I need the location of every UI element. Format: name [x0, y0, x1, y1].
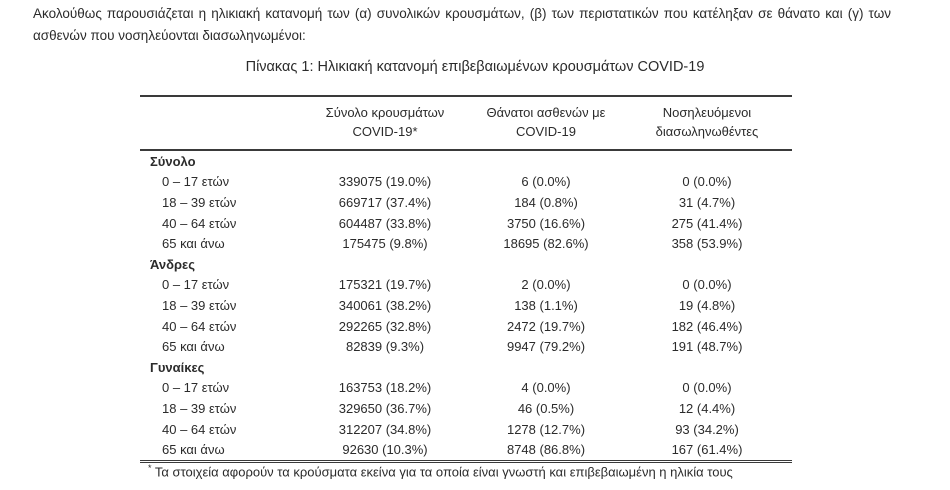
age-group-label: 0 – 17 ετών — [162, 174, 230, 190]
cases-cell: 175321 (19.7%) — [338, 277, 432, 293]
deaths-cell: 3750 (16.6%) — [506, 215, 586, 231]
intro-line-1: Ακολούθως παρουσιάζεται η ηλικιακή καταν… — [33, 6, 891, 21]
table-row: 0 – 17 ετών 163753 (18.2%) 4 (0.0%) 0 (0… — [140, 378, 792, 399]
table-row: 18 – 39 ετών 340061 (38.2%) 138 (1.1%) 1… — [140, 295, 792, 316]
age-group-label: 18 – 39 ετών — [162, 297, 237, 313]
footnote-text: Τα στοιχεία αφορούν τα κρούσματα εκείνα … — [154, 464, 733, 480]
section-label: Άνδρες — [150, 256, 195, 272]
table-row: 40 – 64 ετών 292265 (32.8%) 2472 (19.7%)… — [140, 316, 792, 337]
intubated-cell: 0 (0.0%) — [682, 174, 732, 190]
intubated-cell: 0 (0.0%) — [682, 277, 732, 293]
intubated-cell: 12 (4.4%) — [678, 400, 736, 416]
column-header-intubated-line2: διασωληνωθέντες — [655, 124, 759, 139]
section-row-total: Σύνολο — [140, 150, 792, 172]
deaths-cell: 1278 (12.7%) — [506, 421, 586, 437]
intubated-cell: 358 (53.9%) — [671, 236, 743, 252]
age-group-label: 65 και άνω — [162, 442, 225, 458]
table-row: 65 και άνω 175475 (9.8%) 18695 (82.6%) 3… — [140, 233, 792, 254]
age-group-label: 18 – 39 ετών — [162, 194, 237, 210]
age-group-label: 40 – 64 ετών — [162, 318, 237, 334]
column-header-deaths-line1: Θάνατοι ασθενών με — [486, 105, 606, 120]
intro-paragraph: Ακολούθως παρουσιάζεται η ηλικιακή καταν… — [33, 3, 891, 47]
cases-cell: 82839 (9.3%) — [345, 339, 425, 355]
age-group-label: 0 – 17 ετών — [162, 277, 230, 293]
age-group-label: 65 και άνω — [162, 339, 225, 355]
cases-cell: 339075 (19.0%) — [338, 174, 432, 190]
table-title: Πίνακας 1: Ηλικιακή κατανομή επιβεβαιωμέ… — [245, 59, 705, 75]
cases-cell: 92630 (10.3%) — [342, 442, 428, 458]
intubated-cell: 191 (48.7%) — [671, 339, 743, 355]
cases-cell: 340061 (38.2%) — [338, 297, 432, 313]
table-row: 65 και άνω 92630 (10.3%) 8748 (86.8%) 16… — [140, 439, 792, 461]
age-group-label: 65 και άνω — [162, 236, 225, 252]
footnote-marker: * — [148, 463, 152, 473]
deaths-cell: 18695 (82.6%) — [503, 236, 589, 252]
intubated-cell: 167 (61.4%) — [671, 442, 743, 458]
age-group-label: 40 – 64 ετών — [162, 215, 237, 231]
table-row: 18 – 39 ετών 669717 (37.4%) 184 (0.8%) 3… — [140, 192, 792, 213]
table-header-row: Σύνολο κρουσμάτων COVID-19* Θάνατοι ασθε… — [140, 96, 792, 151]
table-row: 40 – 64 ετών 604487 (33.8%) 3750 (16.6%)… — [140, 213, 792, 234]
column-header-intubated-line1: Νοσηλευόμενοι — [662, 105, 752, 120]
column-header-intubated: Νοσηλευόμενοι διασωληνωθέντες — [622, 96, 792, 151]
deaths-cell: 138 (1.1%) — [514, 297, 578, 313]
age-group-label: 18 – 39 ετών — [162, 400, 237, 416]
cases-cell: 312207 (34.8%) — [338, 421, 432, 437]
column-header-empty — [140, 96, 300, 151]
table-row: 40 – 64 ετών 312207 (34.8%) 1278 (12.7%)… — [140, 419, 792, 440]
covid-age-distribution-table: Σύνολο κρουσμάτων COVID-19* Θάνατοι ασθε… — [140, 95, 792, 463]
column-header-total-cases: Σύνολο κρουσμάτων COVID-19* — [300, 96, 470, 151]
section-label: Σύνολο — [150, 153, 196, 169]
age-group-label: 40 – 64 ετών — [162, 421, 237, 437]
table-row: 18 – 39 ετών 329650 (36.7%) 46 (0.5%) 12… — [140, 398, 792, 419]
deaths-cell: 4 (0.0%) — [521, 380, 571, 396]
table-footnote: * Τα στοιχεία αφορούν τα κρούσματα εκείν… — [148, 463, 733, 479]
deaths-cell: 9947 (79.2%) — [506, 339, 586, 355]
age-group-label: 0 – 17 ετών — [162, 380, 230, 396]
cases-cell: 175475 (9.8%) — [342, 236, 428, 252]
intubated-cell: 31 (4.7%) — [678, 194, 736, 210]
intubated-cell: 182 (46.4%) — [671, 318, 743, 334]
cases-cell: 292265 (32.8%) — [338, 318, 432, 334]
deaths-cell: 2 (0.0%) — [521, 277, 571, 293]
deaths-cell: 184 (0.8%) — [514, 194, 578, 210]
intubated-cell: 93 (34.2%) — [675, 421, 739, 437]
intubated-cell: 275 (41.4%) — [671, 215, 743, 231]
cases-cell: 669717 (37.4%) — [338, 194, 432, 210]
table-row: 65 και άνω 82839 (9.3%) 9947 (79.2%) 191… — [140, 336, 792, 357]
table-row: 0 – 17 ετών 339075 (19.0%) 6 (0.0%) 0 (0… — [140, 172, 792, 193]
column-header-deaths-line2: COVID-19 — [516, 124, 576, 139]
deaths-cell: 6 (0.0%) — [521, 174, 571, 190]
cases-cell: 329650 (36.7%) — [338, 400, 432, 416]
deaths-cell: 46 (0.5%) — [517, 400, 575, 416]
column-header-deaths: Θάνατοι ασθενών με COVID-19 — [470, 96, 622, 151]
column-header-total-cases-line1: Σύνολο κρουσμάτων — [325, 105, 445, 120]
deaths-cell: 8748 (86.8%) — [506, 442, 586, 458]
deaths-cell: 2472 (19.7%) — [506, 318, 586, 334]
cases-cell: 604487 (33.8%) — [338, 215, 432, 231]
section-row-men: Άνδρες — [140, 254, 792, 275]
column-header-total-cases-line2: COVID-19* — [352, 124, 418, 139]
intro-line-2: ασθενών που νοσηλεύονται διασωληνωμένοι: — [33, 28, 306, 43]
section-row-women: Γυναίκες — [140, 357, 792, 378]
table-row: 0 – 17 ετών 175321 (19.7%) 2 (0.0%) 0 (0… — [140, 275, 792, 296]
intubated-cell: 19 (4.8%) — [678, 297, 736, 313]
section-label: Γυναίκες — [150, 359, 205, 375]
cases-cell: 163753 (18.2%) — [338, 380, 432, 396]
intubated-cell: 0 (0.0%) — [682, 380, 732, 396]
